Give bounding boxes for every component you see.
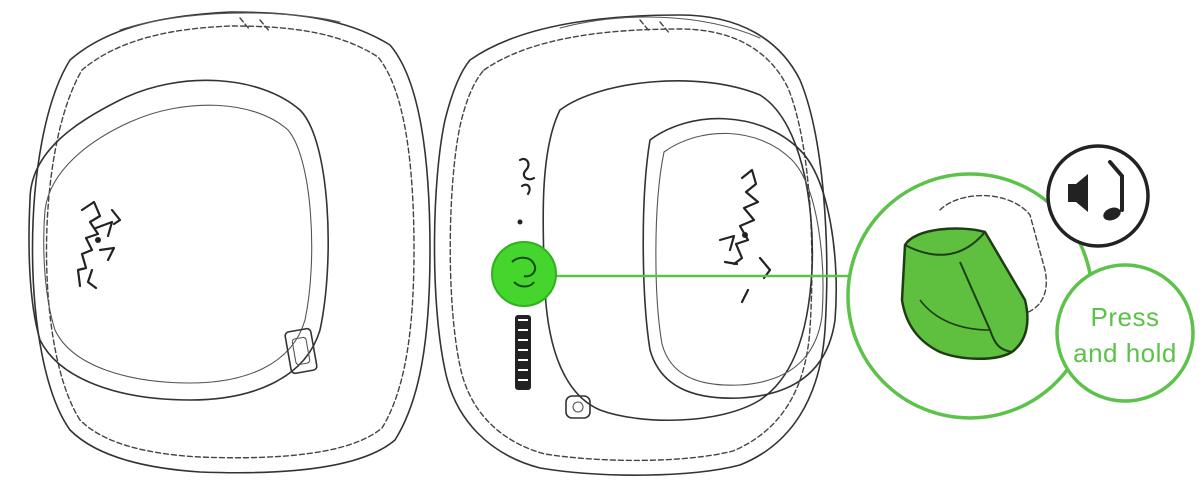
and-hold-label: and hold <box>1073 338 1177 368</box>
left-earcup-razer-logo-icon <box>76 200 122 290</box>
speaker-music-note-icon <box>1046 144 1150 248</box>
right-earcup-razer-logo-icon <box>718 168 772 304</box>
zoom-callout <box>846 172 1094 420</box>
left-earcup <box>28 11 431 474</box>
zoomed-button-icon <box>900 227 1029 360</box>
highlighted-button <box>491 241 852 307</box>
press-label: Press <box>1091 302 1160 332</box>
right-earcup-controls <box>515 157 591 419</box>
mic-mute-button-icon <box>491 241 557 307</box>
press-and-hold-badge: Press and hold <box>1055 263 1195 403</box>
right-earcup <box>433 14 838 476</box>
